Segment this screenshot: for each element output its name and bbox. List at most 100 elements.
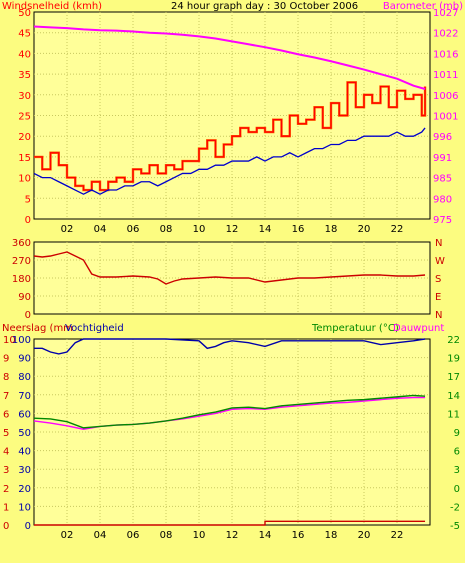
x-tick-label: 18 [325, 224, 338, 235]
temperature-y-tick-label: 3 [454, 465, 460, 476]
humidity-y-tick-label: 80 [18, 372, 31, 383]
humidity-series [34, 338, 426, 355]
humidity-y-tick-label: 20 [18, 484, 31, 495]
rain-y-tick-label: 4 [3, 447, 9, 458]
temperature-y-tick-label: 11 [447, 409, 460, 420]
wind-y-tick-label: 50 [18, 8, 31, 19]
wind-y-tick-label: 45 [18, 29, 31, 40]
barometer-y-tick-label: 1027 [433, 8, 458, 19]
x-tick-label: 22 [391, 224, 404, 235]
x-tick-label: 18 [325, 530, 338, 541]
x-tick-label: 02 [61, 224, 74, 235]
compass-label: N [435, 238, 442, 249]
barometer-y-tick-label: 1022 [433, 29, 458, 40]
wind-y-tick-label: 20 [18, 132, 31, 143]
compass-label: N [435, 310, 442, 321]
x-tick-label: 08 [160, 224, 173, 235]
temperature-y-tick-label: 17 [447, 372, 460, 383]
temperature-axis-label: Temperatuur (°C) [311, 323, 399, 334]
rain-humidity-temperature-panel: 0123456789100102030405060708090100-5-203… [2, 323, 460, 541]
direction-y-tick-label: 360 [12, 238, 31, 249]
wind-y-tick-label: 5 [25, 194, 31, 205]
humidity-y-tick-label: 40 [18, 447, 31, 458]
x-tick-label: 16 [292, 530, 305, 541]
x-tick-label: 12 [226, 224, 239, 235]
x-tick-label: 12 [226, 530, 239, 541]
rain-series [34, 520, 426, 526]
x-tick-label: 08 [160, 530, 173, 541]
rain-y-tick-label: 7 [3, 391, 9, 402]
wind-y-tick-label: 0 [25, 215, 31, 226]
direction-y-tick-label: 180 [12, 274, 31, 285]
temperature-y-tick-label: -2 [450, 502, 460, 513]
humidity-y-tick-label: 90 [18, 354, 31, 365]
barometer-y-tick-label: 985 [433, 174, 452, 185]
barometer-y-tick-label: 1011 [433, 70, 458, 81]
temperature-y-tick-label: 6 [454, 447, 460, 458]
temperature-y-tick-label: 0 [454, 484, 460, 495]
rain-y-tick-label: 3 [3, 465, 9, 476]
barometer-axis-label: Barometer (mb) [383, 1, 463, 12]
wind-y-tick-label: 35 [18, 70, 31, 81]
x-tick-label: 10 [193, 224, 206, 235]
humidity-y-tick-label: 60 [18, 409, 31, 420]
gust-series [34, 81, 426, 191]
temperature-y-tick-label: 9 [454, 428, 460, 439]
humidity-y-tick-label: 100 [12, 335, 31, 346]
x-tick-label: 14 [259, 530, 272, 541]
wind-y-tick-label: 10 [18, 174, 31, 185]
humidity-y-tick-label: 30 [18, 465, 31, 476]
temperature-y-tick-label: 14 [447, 391, 460, 402]
humidity-y-tick-label: 50 [18, 428, 31, 439]
x-tick-label: 20 [358, 530, 371, 541]
temperature-y-tick-label: 19 [447, 354, 460, 365]
x-tick-label: 04 [94, 530, 107, 541]
rain-y-tick-label: 1 [3, 502, 9, 513]
compass-label: E [435, 292, 441, 303]
temperature-y-tick-label: -5 [450, 521, 460, 532]
x-tick-label: 06 [127, 530, 140, 541]
humidity-y-tick-label: 10 [18, 502, 31, 513]
wind-axis-label: Windsnelheid (kmh) [2, 1, 102, 12]
barometer-y-tick-label: 980 [433, 194, 452, 205]
x-tick-label: 10 [193, 530, 206, 541]
x-tick-label: 04 [94, 224, 107, 235]
rain-y-tick-label: 0 [3, 521, 9, 532]
wind-y-tick-label: 25 [18, 112, 31, 123]
compass-label: S [435, 274, 441, 285]
x-tick-label: 06 [127, 224, 140, 235]
rain-y-tick-label: 2 [3, 484, 9, 495]
wind-pressure-panel: 0 5 10 15 20 25 30 35 40 45 50 975 980 985 991 996 1001 1… [2, 1, 463, 235]
direction-y-tick-label: 270 [12, 256, 31, 267]
barometer-y-tick-label: 975 [433, 215, 452, 226]
temperature-y-tick-label: 22 [447, 335, 460, 346]
barometer-y-tick-label: 1016 [433, 49, 458, 60]
barometer-y-tick-label: 991 [433, 153, 452, 164]
rain-y-tick-label: 8 [3, 372, 9, 383]
chart-title: 24 hour graph day : 30 October 2006 [171, 1, 358, 12]
direction-y-tick-label: 90 [18, 292, 31, 303]
barometer-y-tick-label: 1006 [433, 91, 458, 102]
rain-y-tick-label: 6 [3, 409, 9, 420]
rain-y-tick-label: 9 [3, 354, 9, 365]
wind-y-tick-label: 30 [18, 91, 31, 102]
humidity-y-tick-label: 70 [18, 391, 31, 402]
wind-y-tick-label: 15 [18, 153, 31, 164]
x-tick-label: 22 [391, 530, 404, 541]
x-tick-label: 20 [358, 224, 371, 235]
humidity-axis-label: Vochtigheid [65, 323, 124, 334]
rain-y-tick-label: 10 [3, 335, 16, 346]
direction-y-tick-label: 0 [25, 310, 31, 321]
humidity-y-tick-label: 0 [25, 521, 31, 532]
barometer-y-tick-label: 1001 [433, 112, 458, 123]
x-tick-label: 16 [292, 224, 305, 235]
rain-axis-label: Neerslag (mm [2, 323, 73, 334]
dewpoint-axis-label: Dauwpunt [393, 323, 444, 334]
x-tick-label: 02 [61, 530, 74, 541]
barometer-y-tick-label: 996 [433, 132, 452, 143]
x-tick-label: 14 [259, 224, 272, 235]
rain-y-tick-label: 5 [3, 428, 9, 439]
wind-y-tick-label: 40 [18, 49, 31, 60]
